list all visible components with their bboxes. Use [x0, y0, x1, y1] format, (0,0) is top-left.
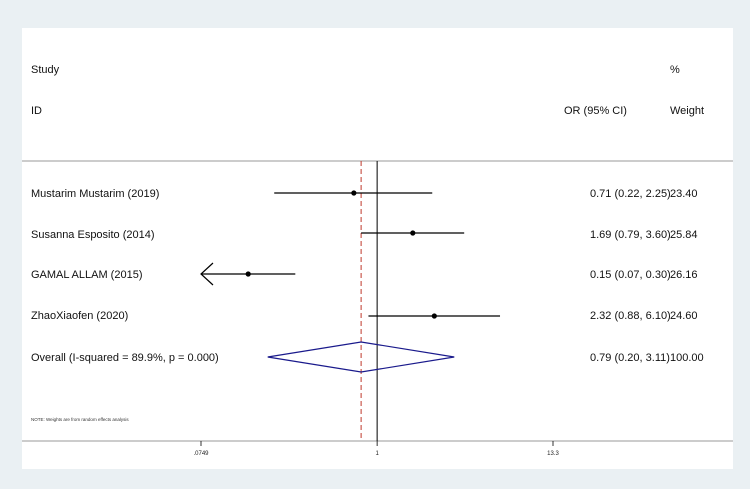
- study-weight: 24.60: [670, 310, 698, 322]
- header-or-ci: OR (95% CI): [564, 105, 627, 117]
- study-label: GAMAL ALLAM (2015): [31, 269, 142, 281]
- study-weight: 23.40: [670, 188, 698, 200]
- study-label: Mustarim Mustarim (2019): [31, 188, 159, 200]
- header-percent: %: [670, 64, 680, 76]
- study-weight: 25.84: [670, 229, 698, 241]
- overall-weight: 100.00: [670, 352, 704, 364]
- study-ci-text: 0.15 (0.07, 0.30): [590, 269, 671, 281]
- x-tick-label: 1: [375, 451, 379, 457]
- overall-label: Overall (I-squared = 89.9%, p = 0.000): [31, 352, 219, 364]
- point-estimate: [245, 271, 251, 277]
- ci-marks: [200, 190, 501, 373]
- footnote: NOTE: Weights are from random effects an…: [31, 417, 129, 422]
- header-id: ID: [31, 105, 42, 117]
- header-weight: Weight: [670, 105, 704, 117]
- study-ci-text: 0.71 (0.22, 2.25): [590, 188, 671, 200]
- point-estimate: [431, 313, 437, 319]
- overall-diamond: [267, 341, 455, 373]
- x-tick-label: .0749: [193, 451, 209, 457]
- study-ci-text: 2.32 (0.88, 6.10): [590, 310, 671, 322]
- ci-truncation-arrow: [200, 262, 214, 286]
- study-label: Susanna Esposito (2014): [31, 229, 155, 241]
- point-estimate: [410, 230, 416, 236]
- header-study: Study: [31, 64, 60, 76]
- x-tick-label: 13.3: [547, 451, 559, 457]
- study-weight: 26.16: [670, 269, 698, 281]
- point-estimate: [351, 190, 357, 196]
- study-label: ZhaoXiaofen (2020): [31, 310, 128, 322]
- study-ci-text: 1.69 (0.79, 3.60): [590, 229, 671, 241]
- x-axis-ticks: .0749 1 13.3: [193, 441, 559, 457]
- overall-ci-text: 0.79 (0.20, 3.11): [590, 352, 670, 364]
